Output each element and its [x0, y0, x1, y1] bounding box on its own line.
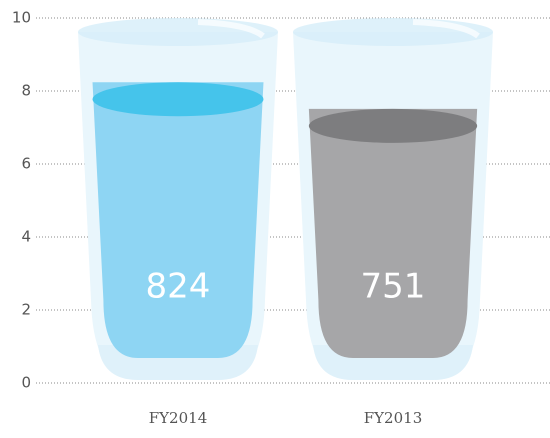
value-label: 751: [361, 267, 426, 307]
y-tick-label: 2: [21, 301, 31, 319]
rim-highlight: [197, 19, 265, 39]
liquid-surface: [308, 108, 478, 143]
y-tick-label: 10: [12, 9, 31, 27]
value-label: 824: [146, 267, 211, 307]
y-tick-label: 8: [21, 82, 31, 100]
liquid: [308, 108, 478, 358]
y-tick-label: 4: [21, 228, 31, 246]
glass-rim: [293, 18, 493, 46]
x-tick-label: FY2013: [364, 409, 422, 427]
y-tick-label: 6: [21, 155, 31, 173]
liquid: [92, 82, 264, 359]
y-tick-label: 0: [21, 374, 31, 392]
x-tick-label: FY2014: [149, 409, 207, 427]
liquid-surface: [92, 82, 264, 117]
rim-highlight: [412, 19, 480, 39]
glass-rim: [78, 18, 278, 46]
